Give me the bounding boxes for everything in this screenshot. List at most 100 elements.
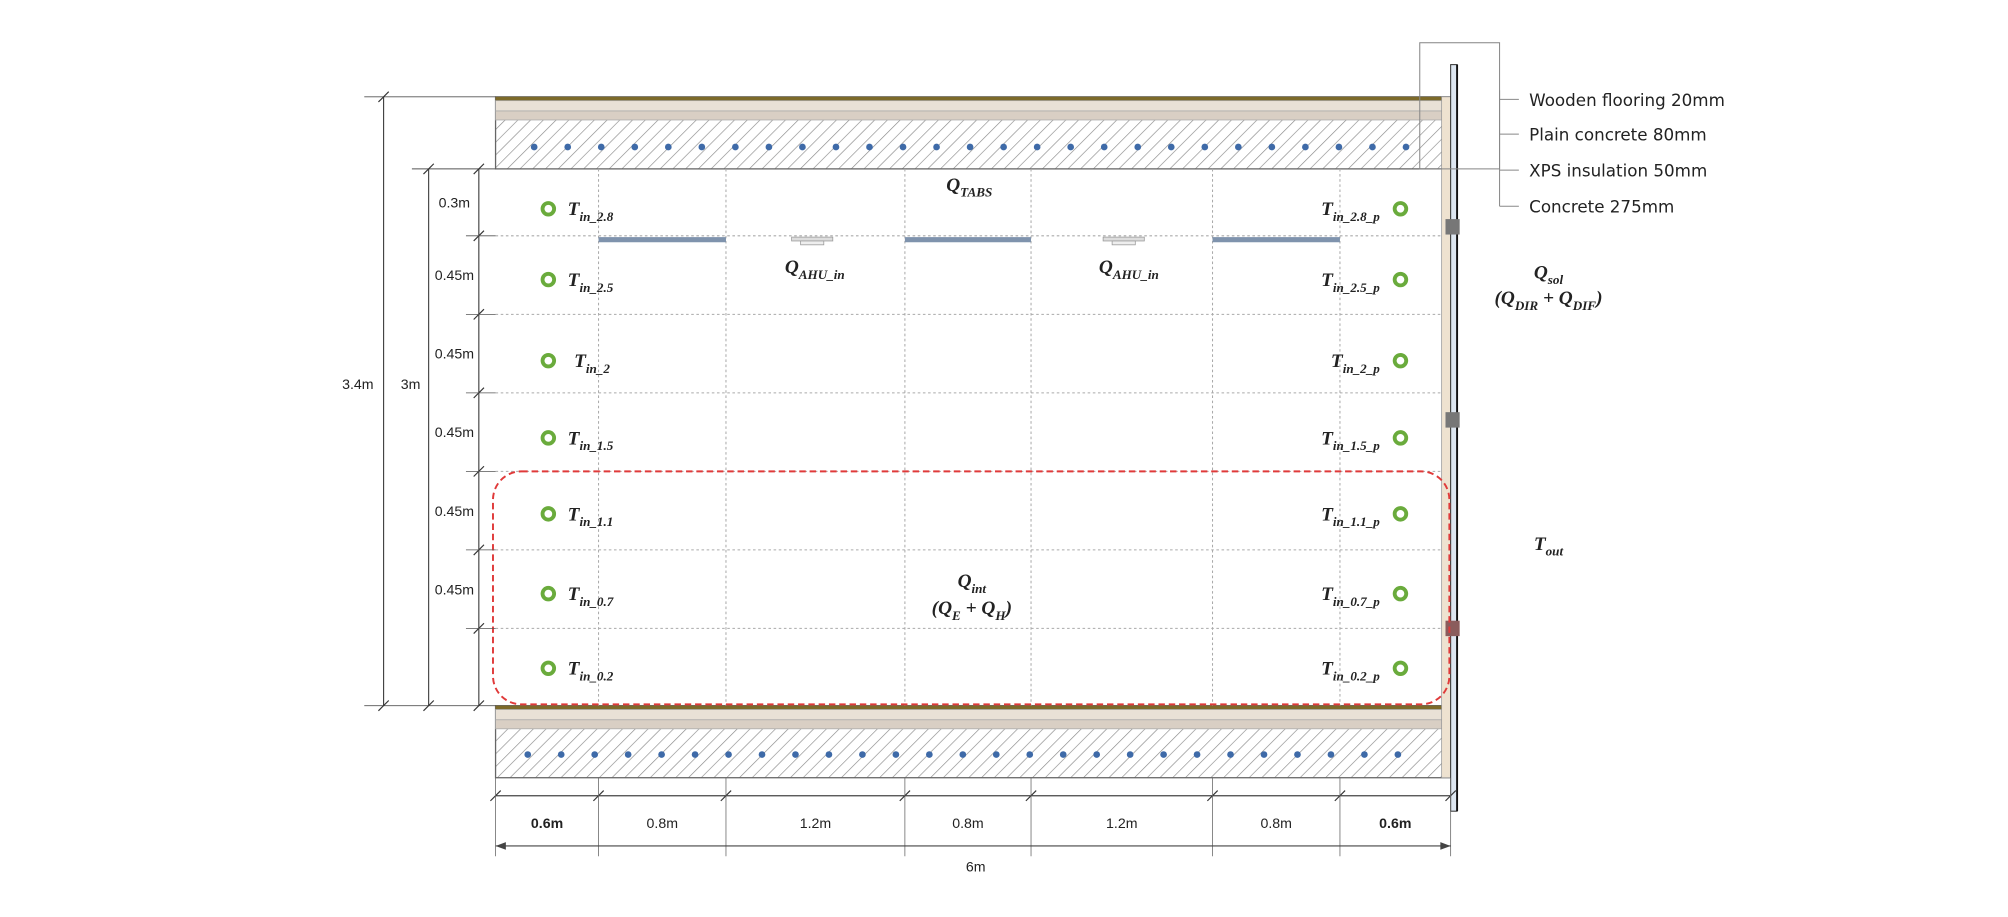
- line: [423, 163, 435, 175]
- math-label: Tin_2.5: [568, 270, 614, 295]
- math-sub: TABS: [960, 185, 992, 200]
- dim-label: 0.45m: [435, 503, 474, 519]
- pipe: [1059, 751, 1067, 758]
- dim-label: 0.8m: [647, 815, 678, 831]
- math-label: Tin_1.5_p: [1321, 428, 1380, 453]
- math-text: T: [568, 428, 581, 449]
- pipe: [825, 751, 833, 758]
- math-label: Tin_2.5_p: [1321, 270, 1380, 295]
- insulation: [495, 110, 1452, 121]
- line: [473, 163, 485, 175]
- pipe: [691, 751, 699, 758]
- pipe: [1369, 143, 1376, 151]
- sensor: [1392, 271, 1409, 288]
- window-frame: [1445, 412, 1460, 428]
- math-text: T: [1321, 504, 1334, 525]
- pipe: [698, 143, 706, 151]
- math-text: ): [1004, 598, 1012, 619]
- math-text: T: [1321, 659, 1334, 680]
- math-label: Tin_1.1: [568, 504, 614, 529]
- pipe: [933, 143, 940, 151]
- pipe: [966, 143, 974, 151]
- math-sub: DIF: [1572, 298, 1597, 313]
- pipe: [1026, 751, 1034, 758]
- pipe: [1126, 751, 1134, 758]
- pipe: [925, 751, 933, 758]
- math-text: T: [1534, 534, 1547, 555]
- pipe: [765, 143, 773, 151]
- math-label: Tin_0.7_p: [1321, 584, 1380, 609]
- dim-label: 0.45m: [435, 581, 474, 597]
- math-sub: in_2.5_p: [1333, 280, 1380, 295]
- pipe: [597, 143, 605, 151]
- math-label: (QDIR + QDIF): [1494, 288, 1602, 313]
- dim-label: 0.45m: [435, 424, 474, 440]
- math-text: T: [1331, 351, 1344, 372]
- pipe: [1302, 143, 1309, 151]
- pipe: [899, 143, 907, 151]
- dim-label: 6m: [966, 859, 986, 875]
- pipe: [1201, 143, 1209, 151]
- layer-label: XPS insulation 50mm: [1529, 161, 1707, 181]
- sensor: [1392, 201, 1409, 217]
- math-label: Tin_0.2: [568, 659, 614, 684]
- sensor: [540, 352, 557, 369]
- pipe: [1234, 143, 1242, 151]
- sensor: [1392, 660, 1409, 677]
- pipe: [631, 143, 639, 151]
- math-label: Tin_2.8_p: [1321, 199, 1380, 224]
- diffuser: [800, 240, 825, 246]
- math-text: + Q: [1538, 288, 1573, 309]
- math-label: Tout: [1534, 534, 1564, 559]
- math-sub: in_1.5: [579, 438, 613, 453]
- pipe: [1268, 143, 1276, 151]
- sensor: [540, 506, 557, 522]
- math-text: T: [568, 584, 581, 605]
- sensor: [540, 430, 557, 446]
- sensor: [540, 660, 557, 677]
- math-sub: in_1.5_p: [1333, 438, 1380, 453]
- dim-label: 0.45m: [435, 346, 474, 362]
- pipe: [1134, 143, 1142, 151]
- math-text: T: [568, 270, 581, 291]
- math-label: Qint: [958, 571, 987, 596]
- math-label: Tin_1.1_p: [1321, 504, 1380, 529]
- insulation: [495, 719, 1452, 730]
- pipe: [1160, 751, 1167, 758]
- math-sub: in_1.1: [579, 514, 613, 529]
- math-label: (QE + QH): [932, 598, 1012, 623]
- pipe: [892, 751, 900, 758]
- pipe: [1093, 751, 1101, 758]
- line: [378, 91, 390, 103]
- math-sub: in_2: [586, 361, 610, 376]
- dim-label: 0.3m: [439, 195, 470, 211]
- pipe: [557, 751, 565, 758]
- pipe: [624, 751, 632, 758]
- layer-label: Wooden flooring 20mm: [1529, 90, 1725, 110]
- math-sub: in_2_p: [1343, 361, 1381, 376]
- layer-label: Concrete 275mm: [1529, 197, 1674, 217]
- dim-label: 0.8m: [952, 815, 983, 831]
- window-frame: [1445, 620, 1460, 637]
- math-text: T: [1321, 270, 1334, 291]
- pipe: [866, 143, 873, 151]
- math-label: Tin_0.7: [568, 584, 614, 609]
- pipe: [1327, 751, 1335, 758]
- pipe: [1227, 751, 1234, 758]
- pipe: [658, 751, 665, 758]
- dim-label: 0.45m: [435, 267, 474, 283]
- math-text: + Q: [961, 598, 996, 619]
- screed: [495, 709, 1452, 721]
- pipe: [1033, 143, 1041, 151]
- pipe: [1067, 143, 1075, 151]
- dim-label: 1.2m: [1106, 815, 1137, 831]
- dim-label: 0.6m: [531, 815, 563, 831]
- math-sub: in_2.8: [579, 209, 613, 224]
- math-sub: in_0.7: [579, 594, 613, 609]
- math-text: T: [1321, 584, 1334, 605]
- ahu-duct: [1212, 237, 1340, 243]
- math-label: QTABS: [946, 175, 992, 200]
- pipe: [859, 751, 866, 758]
- pipe: [832, 143, 840, 151]
- line: [473, 700, 485, 712]
